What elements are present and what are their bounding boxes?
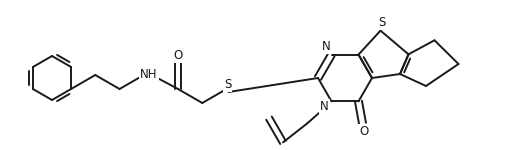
Text: NH: NH [140,69,158,81]
Text: O: O [173,49,183,62]
Text: O: O [359,125,368,138]
Text: N: N [322,40,331,53]
Text: S: S [224,78,231,90]
Text: S: S [378,16,385,29]
Text: N: N [320,100,329,113]
